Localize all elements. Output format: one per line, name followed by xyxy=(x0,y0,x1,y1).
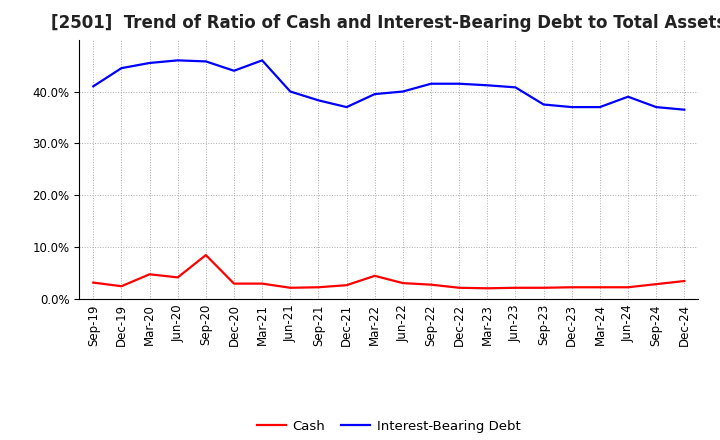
Cash xyxy=(174,275,182,280)
Cash xyxy=(314,285,323,290)
Interest-Bearing Debt xyxy=(539,102,548,107)
Interest-Bearing Debt xyxy=(680,107,688,112)
Cash xyxy=(258,281,266,286)
Legend: Cash, Interest-Bearing Debt: Cash, Interest-Bearing Debt xyxy=(252,415,526,438)
Cash xyxy=(511,285,520,290)
Interest-Bearing Debt xyxy=(483,83,492,88)
Cash xyxy=(652,282,660,287)
Cash xyxy=(89,280,98,285)
Interest-Bearing Debt xyxy=(258,58,266,63)
Cash xyxy=(595,285,604,290)
Cash xyxy=(202,253,210,258)
Cash xyxy=(455,285,464,290)
Interest-Bearing Debt xyxy=(652,104,660,110)
Cash xyxy=(539,285,548,290)
Title: [2501]  Trend of Ratio of Cash and Interest-Bearing Debt to Total Assets: [2501] Trend of Ratio of Cash and Intere… xyxy=(51,15,720,33)
Interest-Bearing Debt xyxy=(342,104,351,110)
Interest-Bearing Debt xyxy=(399,89,408,94)
Interest-Bearing Debt xyxy=(314,98,323,103)
Cash xyxy=(286,285,294,290)
Cash xyxy=(370,273,379,279)
Cash xyxy=(567,285,576,290)
Line: Interest-Bearing Debt: Interest-Bearing Debt xyxy=(94,60,684,110)
Interest-Bearing Debt xyxy=(202,59,210,64)
Interest-Bearing Debt xyxy=(174,58,182,63)
Cash xyxy=(399,280,408,286)
Cash xyxy=(427,282,436,287)
Cash xyxy=(117,284,126,289)
Interest-Bearing Debt xyxy=(455,81,464,86)
Cash xyxy=(145,271,154,277)
Interest-Bearing Debt xyxy=(230,68,238,73)
Cash xyxy=(483,286,492,291)
Cash xyxy=(680,279,688,284)
Interest-Bearing Debt xyxy=(567,104,576,110)
Interest-Bearing Debt xyxy=(511,85,520,90)
Interest-Bearing Debt xyxy=(286,89,294,94)
Cash xyxy=(624,285,632,290)
Interest-Bearing Debt xyxy=(89,84,98,89)
Interest-Bearing Debt xyxy=(624,94,632,99)
Interest-Bearing Debt xyxy=(117,66,126,71)
Line: Cash: Cash xyxy=(94,255,684,288)
Cash xyxy=(230,281,238,286)
Interest-Bearing Debt xyxy=(595,104,604,110)
Interest-Bearing Debt xyxy=(145,60,154,66)
Interest-Bearing Debt xyxy=(427,81,436,86)
Interest-Bearing Debt xyxy=(370,92,379,97)
Cash xyxy=(342,282,351,288)
